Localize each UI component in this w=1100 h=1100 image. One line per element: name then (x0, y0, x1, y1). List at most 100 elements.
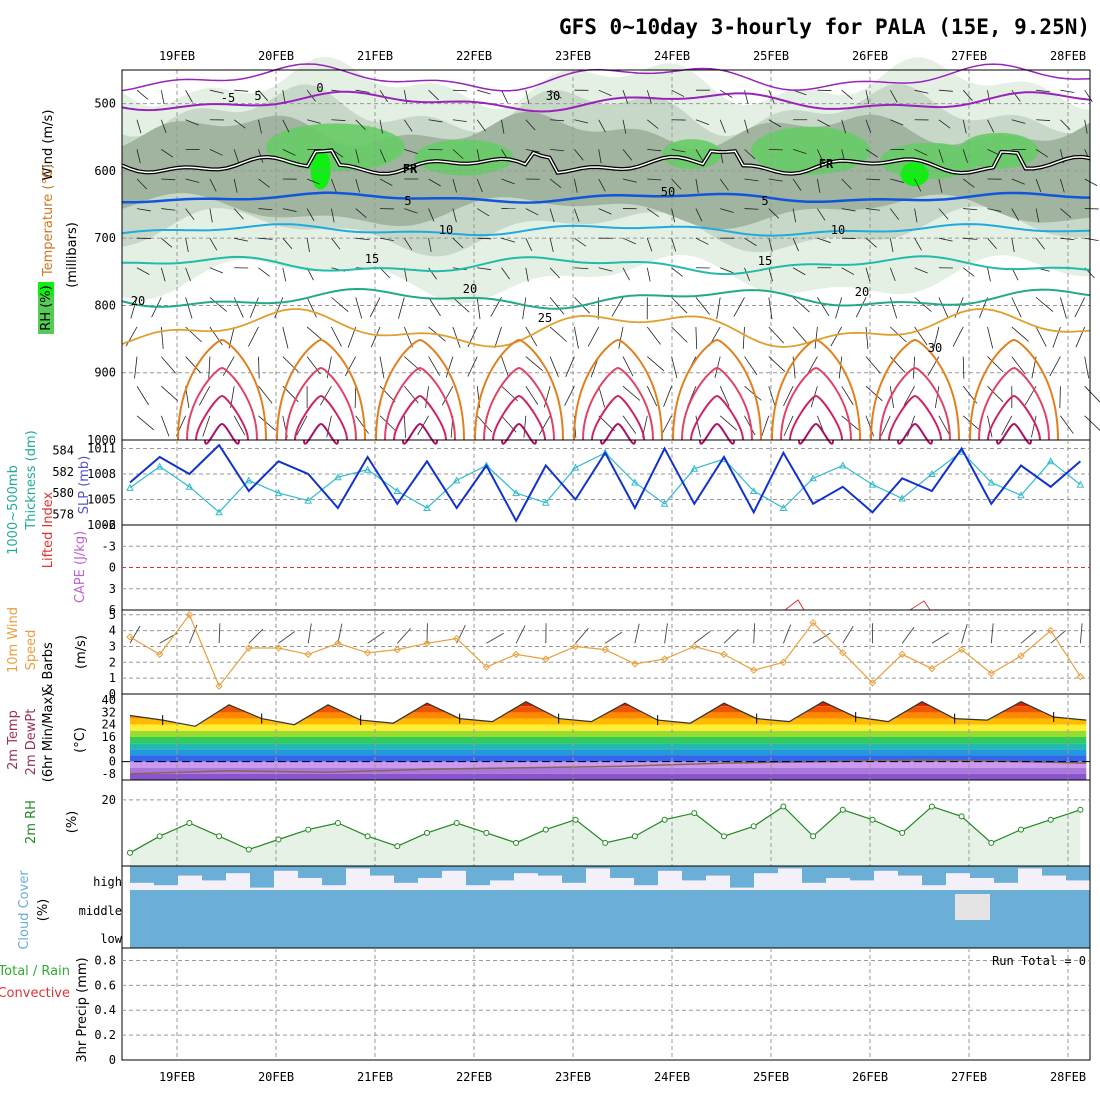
upper-wind-barb (598, 178, 606, 192)
upper-wind-barb (476, 297, 481, 320)
cloud-high-19 (586, 866, 610, 869)
upper-wind-barb (185, 267, 191, 282)
cloud-high-clear-29 (826, 878, 850, 890)
surface-wind-barb-2 (188, 624, 198, 644)
cloud-high-8 (322, 866, 346, 886)
upper-wind-barb (452, 149, 464, 160)
surface-temp-cell-7-3 (897, 422, 933, 445)
wind-point-15 (571, 642, 580, 651)
wind-point-5 (274, 644, 283, 652)
wind-point-27 (928, 664, 936, 673)
upper-wind-barb (663, 386, 672, 407)
surface-wind-barb-3 (218, 623, 221, 644)
upper-wind-barb (501, 119, 505, 134)
surface-wind-barb-7 (337, 623, 343, 644)
thickness-point-30 (1017, 491, 1025, 499)
upper-wind-barb (647, 178, 662, 181)
wind-point-23 (809, 618, 817, 627)
upper-wind-barb (914, 149, 928, 156)
upper-wind-barb (379, 267, 391, 279)
contour-label-extra-10: 10 (831, 223, 845, 237)
upper-wind-barb (428, 356, 441, 376)
rh-point-22 (780, 803, 787, 810)
upper-wind-barb (768, 386, 776, 408)
upper-wind-barb (817, 237, 831, 244)
cloud-high-clear-1 (154, 885, 178, 890)
wind-point-0 (126, 633, 134, 641)
x-tick-bottom-4: 23FEB (555, 1070, 591, 1084)
surface-wind-barb-17 (634, 623, 640, 644)
upper-wind-barb (355, 297, 363, 319)
upper-wind-barb (209, 89, 224, 94)
upper-wind-barb (792, 267, 806, 276)
rh-point-3 (216, 833, 223, 840)
upper-wind-barb (370, 326, 381, 348)
upper-wind-barb (1035, 297, 1054, 312)
upper-wind-barb (233, 208, 244, 220)
upper-wind-barb (296, 415, 308, 436)
wind-point-30 (1017, 652, 1025, 660)
upper-wind-barb (282, 237, 293, 250)
upper-wind-barb (258, 356, 260, 379)
upper-wind-barb (258, 119, 262, 134)
contour-label-0: 5 (254, 89, 261, 103)
upper-wind-barb (501, 178, 515, 185)
upper-wind-barb (574, 237, 587, 247)
surface-wind-barb-19 (694, 630, 711, 644)
upper-wind-barb (695, 415, 702, 438)
rh-point-1 (156, 833, 163, 840)
upper-wind-barb (761, 415, 770, 437)
upper-wind-barb (835, 297, 843, 319)
upper-wind-barb (476, 119, 486, 132)
rh-point-27 (928, 803, 935, 810)
upper-wind-barb (838, 356, 843, 379)
rh-peak-blob-1 (900, 162, 929, 187)
upper-wind-barb (1084, 178, 1098, 187)
precip-ytick-0: 0.8 (94, 953, 116, 967)
rh-point-16 (602, 839, 609, 846)
wind-ytick-1: 4 (109, 624, 116, 638)
wind-point-4 (245, 644, 253, 652)
upper-wind-barb (355, 208, 367, 218)
upper-wind-barb (549, 267, 560, 279)
surface-wind-barb-6 (307, 623, 312, 644)
upper-ytick-2: 700 (94, 231, 116, 245)
upper-wind-barb (817, 149, 824, 163)
rh-point-31 (1047, 816, 1054, 823)
upper-wind-barb (1084, 385, 1100, 403)
upper-wind-barb (344, 356, 357, 377)
contour-label-1: 0 (316, 81, 323, 95)
upper-wind-barb (1084, 356, 1090, 379)
rh-point-15 (572, 816, 579, 823)
rh-panel: 20 2m RH (%) (24, 779, 1091, 867)
upper-wind-barb (331, 297, 349, 312)
cloud-high-21 (634, 866, 658, 886)
thickness-point-21 (749, 486, 758, 494)
upper-wind-barb (744, 90, 749, 104)
upper-wind-barb (987, 326, 994, 349)
upper-wind-barb (938, 208, 949, 220)
thickness-point-4 (244, 476, 253, 484)
cloud-high-clear-3 (202, 880, 226, 890)
cloud-high-31 (874, 866, 898, 871)
temp-stripe-12 (130, 767, 1087, 774)
rh-point-7 (334, 820, 341, 826)
contour-label-3: 5 (404, 194, 411, 208)
upper-wind-barb (574, 326, 579, 349)
surface-temp-cell-0-3 (204, 422, 240, 445)
upper-wind-barb (938, 149, 944, 163)
li-ytick-2: 0 (109, 561, 116, 575)
upper-wind-barb (865, 326, 869, 349)
cloud-high-12 (418, 866, 442, 878)
upper-wind-barb (962, 267, 975, 277)
upper-wind-barb (938, 89, 953, 92)
x-tick-top-1: 20FEB (258, 49, 294, 63)
upper-wind-barb (865, 356, 881, 374)
thickness-point-9 (393, 486, 402, 494)
upper-wind-barb (565, 356, 575, 377)
wind-ytick-4: 1 (109, 671, 116, 685)
cloud-high-clear-12 (418, 878, 442, 890)
upper-wind-barb (1035, 237, 1046, 250)
rh-point-23 (810, 833, 817, 840)
upper-wind-barb (428, 178, 441, 187)
